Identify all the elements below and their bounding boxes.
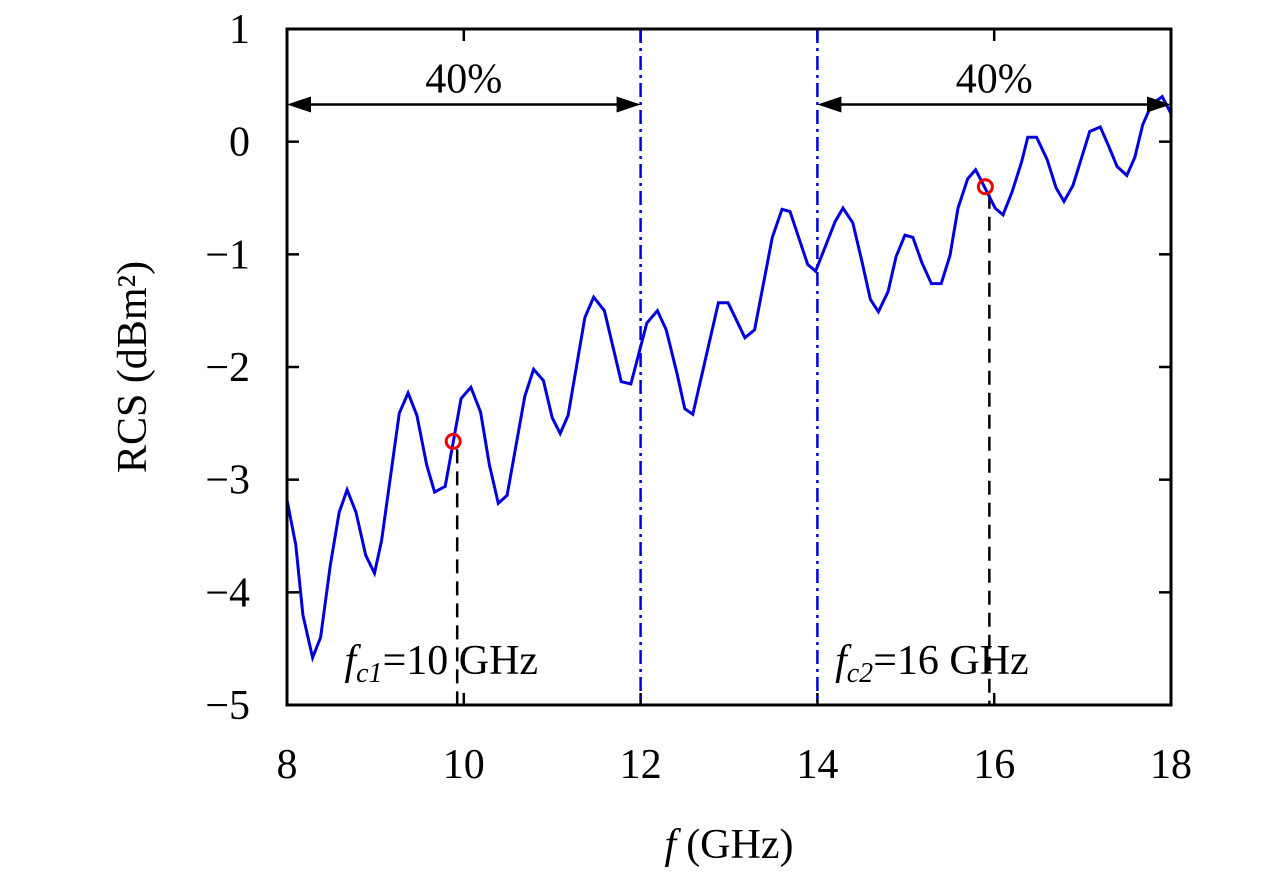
arrow-head-right-icon	[616, 96, 641, 113]
bandwidth-label: 40%	[425, 56, 502, 102]
center-frequency-marker	[444, 432, 462, 450]
x-axis-label: f (GHz)	[665, 822, 794, 868]
y-tick-label: −2	[205, 345, 250, 391]
y-tick-label: −5	[205, 683, 250, 729]
center-frequency-marker	[976, 178, 994, 196]
center-frequency-label: fc1=10 GHz	[344, 638, 538, 689]
y-tick-label: 1	[229, 7, 250, 53]
x-tick-label: 14	[796, 742, 838, 788]
y-tick-label: −3	[205, 458, 250, 504]
label-subscript: c1	[356, 658, 382, 689]
arrow-head-left-icon	[817, 96, 842, 113]
x-tick-label: 12	[620, 742, 662, 788]
y-tick-label: −4	[205, 570, 250, 616]
plot-frame	[285, 27, 1173, 707]
arrow-head-left-icon	[287, 96, 311, 113]
label-value: =16 GHz	[873, 638, 1029, 684]
label-subscript: c2	[847, 658, 873, 689]
x-tick-label: 18	[1150, 742, 1192, 788]
y-tick-label: 0	[229, 120, 250, 166]
x-tick-label: 8	[277, 742, 298, 788]
x-axis-label-f: f	[665, 822, 682, 868]
rcs-curve	[285, 94, 1173, 663]
label-value: =10 GHz	[383, 638, 538, 684]
arrow-head-right-icon	[1147, 96, 1171, 113]
x-tick-label: 10	[443, 742, 485, 788]
x-axis-label-unit: (GHz)	[686, 822, 793, 868]
bandwidth-label: 40%	[956, 56, 1033, 102]
y-axis-label: RCS (dBm²)	[110, 261, 156, 473]
center-frequency-label: fc2=16 GHz	[835, 638, 1029, 689]
y-tick-label: −1	[205, 232, 250, 278]
x-tick-label: 16	[973, 742, 1015, 788]
